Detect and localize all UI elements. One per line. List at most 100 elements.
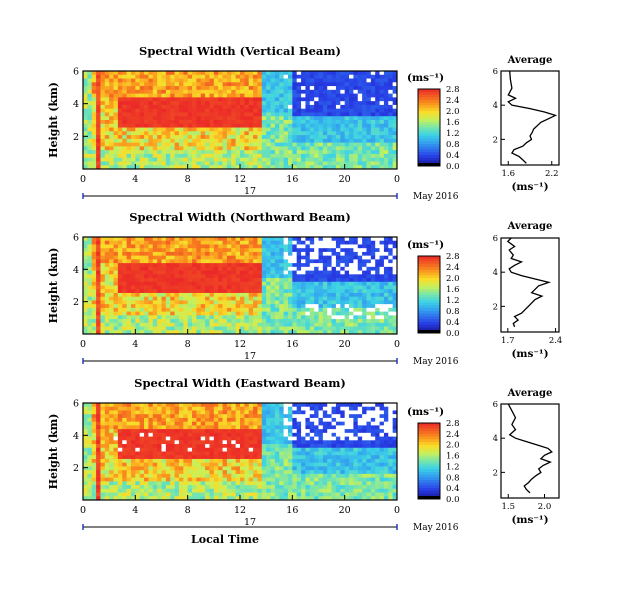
heatmap-cell — [109, 266, 114, 271]
heatmap-cell — [335, 278, 341, 283]
heatmap-cell — [331, 112, 337, 117]
heatmap-cell — [270, 263, 276, 268]
heatmap-cell — [183, 138, 189, 144]
heatmap-cell — [209, 244, 215, 249]
heatmap-cell — [392, 240, 398, 245]
heatmap-cell — [292, 251, 298, 257]
heatmap-cell — [165, 251, 171, 257]
heatmap-cell — [257, 108, 263, 113]
heatmap-cell — [192, 300, 197, 305]
heatmap-cell — [178, 278, 184, 283]
heatmap-cell — [174, 248, 180, 253]
heatmap-cell — [331, 123, 337, 128]
heatmap-cell — [148, 326, 154, 331]
heatmap-cell — [170, 120, 175, 125]
heatmap-cell — [196, 131, 202, 136]
heatmap-cell — [370, 108, 376, 113]
heatmap-cell — [104, 263, 110, 268]
heatmap-cell — [192, 112, 197, 117]
heatmap-cell — [344, 131, 350, 136]
heatmap-cell — [200, 429, 206, 434]
heatmap-cell — [226, 304, 232, 309]
heatmap-cell — [126, 266, 132, 271]
heatmap-cell — [318, 93, 324, 98]
heatmap-cell — [292, 82, 298, 87]
heatmap-cell — [231, 165, 237, 170]
heatmap-cell — [283, 244, 289, 249]
heatmap-cell — [231, 330, 237, 335]
heatmap-cell — [144, 97, 149, 102]
heatmap-cell — [83, 440, 88, 445]
heatmap-cell — [192, 74, 197, 79]
heatmap-cell — [287, 436, 293, 441]
heatmap-cell — [301, 255, 306, 260]
heatmap-cell — [113, 101, 119, 106]
heatmap-cell — [349, 244, 354, 249]
heatmap-cell — [130, 270, 136, 275]
heatmap-cell — [274, 263, 280, 268]
heatmap-cell — [383, 455, 389, 460]
heatmap-cell — [144, 89, 149, 95]
heatmap-cell — [340, 307, 346, 313]
heatmap-cell — [240, 112, 245, 117]
heatmap-cell — [279, 142, 285, 147]
heatmap-cell — [165, 240, 171, 245]
heatmap-cell — [253, 270, 258, 275]
heatmap-cell — [113, 319, 119, 324]
heatmap-cell — [165, 319, 171, 324]
heatmap-cell — [349, 417, 354, 423]
heatmap-cell — [388, 417, 394, 423]
heatmap-cell — [292, 403, 298, 408]
heatmap-cell — [366, 120, 372, 125]
heatmap-cell — [257, 259, 263, 264]
heatmap-cell — [314, 451, 319, 456]
heatmap-cell — [205, 74, 210, 79]
heatmap-cell — [222, 455, 228, 460]
heatmap-cell — [309, 78, 315, 83]
heatmap-cell — [157, 410, 162, 415]
heatmap-cell — [87, 447, 93, 452]
heatmap-cell — [200, 307, 206, 313]
heatmap-cell — [174, 255, 180, 260]
heatmap-cell — [261, 153, 267, 159]
heatmap-cell — [139, 274, 145, 279]
heatmap-cell — [91, 263, 97, 268]
heatmap-cell — [231, 86, 237, 91]
heatmap-cell — [187, 165, 193, 170]
heatmap-cell — [144, 451, 149, 456]
heatmap-cell — [96, 319, 101, 324]
y-tick-label: 2 — [73, 132, 79, 143]
heatmap-cell — [388, 289, 394, 294]
heatmap-cell — [331, 240, 337, 245]
heatmap-cell — [113, 425, 119, 430]
heatmap-cell — [183, 289, 189, 294]
heatmap-cell — [253, 244, 258, 249]
colorbar-swatch — [418, 322, 440, 326]
heatmap-cell — [370, 417, 376, 423]
heatmap-cell — [205, 259, 210, 264]
heatmap-cell — [388, 255, 394, 260]
heatmap-cell — [174, 142, 180, 147]
heatmap-cell — [157, 255, 162, 260]
heatmap-cell — [126, 108, 132, 113]
heatmap-cell — [231, 131, 237, 136]
heatmap-cell — [83, 311, 88, 316]
heatmap-cell — [170, 300, 175, 305]
heatmap-cell — [109, 142, 114, 147]
heatmap-cell — [366, 403, 372, 408]
heatmap-cell — [100, 146, 106, 151]
heatmap-cell — [240, 78, 245, 83]
heatmap-cell — [279, 71, 285, 76]
heatmap-cell — [388, 93, 394, 98]
heatmap-cell — [370, 274, 376, 279]
heatmap-cell — [157, 330, 162, 335]
heatmap-cell — [87, 292, 93, 298]
heatmap-cell — [117, 322, 123, 327]
heatmap-cell — [152, 89, 158, 95]
heatmap-cell — [148, 153, 154, 159]
heatmap-cell — [240, 274, 245, 279]
heatmap-cell — [362, 237, 367, 242]
heatmap-cell — [96, 89, 101, 95]
heatmap-cell — [135, 304, 141, 309]
heatmap-cell — [152, 127, 158, 132]
